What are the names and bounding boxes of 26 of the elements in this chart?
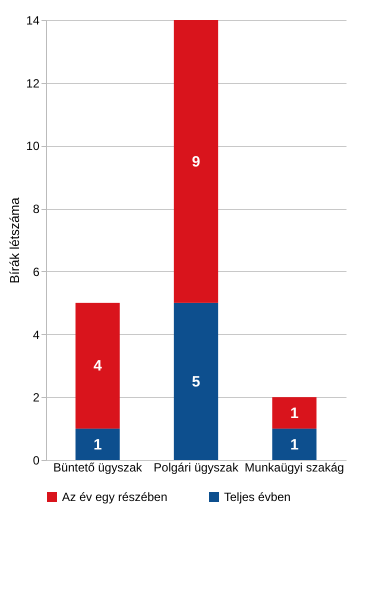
y-tick-label: 4 [32, 328, 40, 342]
y-tick-label: 12 [26, 76, 40, 90]
data-label: 9 [192, 153, 200, 170]
x-tick-label: Büntető ügyszak [53, 460, 143, 474]
bar [174, 20, 218, 303]
bar [76, 428, 120, 460]
legend-label: Teljes évben [224, 490, 291, 504]
bar [272, 397, 316, 429]
y-tick-label: 6 [32, 264, 40, 279]
y-tick-label: 0 [32, 454, 40, 468]
data-label: 5 [192, 373, 200, 390]
x-tick-label: Munkaügyi szakág [244, 460, 344, 474]
y-axis-title: Bírák létszáma [7, 196, 22, 284]
bar [174, 302, 218, 460]
bar [76, 302, 120, 429]
y-tick-label: 14 [26, 14, 40, 28]
data-label: 1 [290, 436, 299, 454]
data-label: 1 [93, 436, 102, 454]
data-label: 1 [290, 404, 299, 422]
bar [272, 428, 316, 460]
y-tick-label: 10 [26, 139, 40, 154]
x-tick-label: Polgári ügyszak [154, 460, 240, 474]
y-tick-label: 2 [32, 390, 40, 405]
y-tick-label: 8 [32, 202, 40, 216]
data-label: 4 [93, 358, 102, 375]
legend-label: Az év egy részében [62, 490, 168, 504]
